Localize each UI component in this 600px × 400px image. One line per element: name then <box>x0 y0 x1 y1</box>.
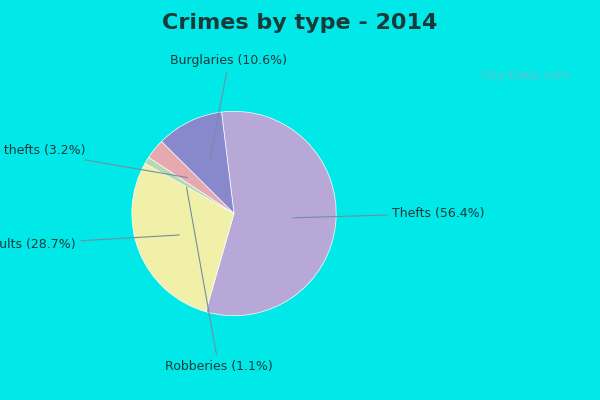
Wedge shape <box>161 112 234 214</box>
Text: Robberies (1.1%): Robberies (1.1%) <box>165 187 272 373</box>
Wedge shape <box>206 111 336 316</box>
Text: Burglaries (10.6%): Burglaries (10.6%) <box>170 54 287 160</box>
Text: Crimes by type - 2014: Crimes by type - 2014 <box>163 13 437 33</box>
Text: Auto thefts (3.2%): Auto thefts (3.2%) <box>0 144 188 178</box>
Text: City-Data.com: City-Data.com <box>481 70 570 82</box>
Text: Thefts (56.4%): Thefts (56.4%) <box>293 207 485 220</box>
Wedge shape <box>145 157 234 214</box>
Wedge shape <box>149 142 234 214</box>
Wedge shape <box>132 163 234 312</box>
Text: Assaults (28.7%): Assaults (28.7%) <box>0 235 179 251</box>
